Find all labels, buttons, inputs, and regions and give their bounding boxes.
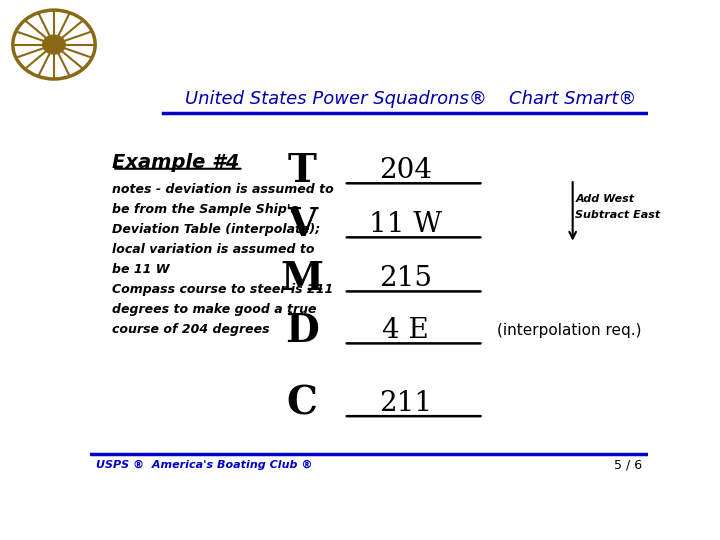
Text: V: V [287,206,317,244]
Circle shape [42,35,66,54]
Text: T: T [287,152,317,190]
Text: United States Power Squadrons®: United States Power Squadrons® [185,90,487,108]
Text: M: M [281,260,323,298]
Text: 215: 215 [379,266,432,293]
Text: Subtract East: Subtract East [575,210,661,220]
Text: Deviation Table (interpolate);: Deviation Table (interpolate); [112,223,320,236]
Text: 5 / 6: 5 / 6 [614,458,642,471]
Text: notes - deviation is assumed to: notes - deviation is assumed to [112,183,334,196]
Text: 204: 204 [379,157,432,184]
Text: 4 E: 4 E [382,318,428,345]
Text: course of 204 degrees: course of 204 degrees [112,323,270,336]
Text: degrees to make good a true: degrees to make good a true [112,303,317,316]
Text: C: C [287,384,318,423]
Text: Compass course to steer is 211: Compass course to steer is 211 [112,283,333,296]
Text: local variation is assumed to: local variation is assumed to [112,243,315,256]
Text: 11 W: 11 W [369,211,442,238]
Text: 211: 211 [379,390,432,417]
Text: D: D [285,312,319,350]
Text: be 11 W: be 11 W [112,263,170,276]
Text: Chart Smart®: Chart Smart® [510,90,637,108]
Text: Example #4: Example #4 [112,153,240,172]
Text: (interpolation req.): (interpolation req.) [498,323,642,339]
Text: Add West: Add West [575,194,634,204]
Text: be from the Sample Ship's: be from the Sample Ship's [112,203,299,216]
Text: USPS ®  America's Boating Club ®: USPS ® America's Boating Club ® [96,460,312,470]
